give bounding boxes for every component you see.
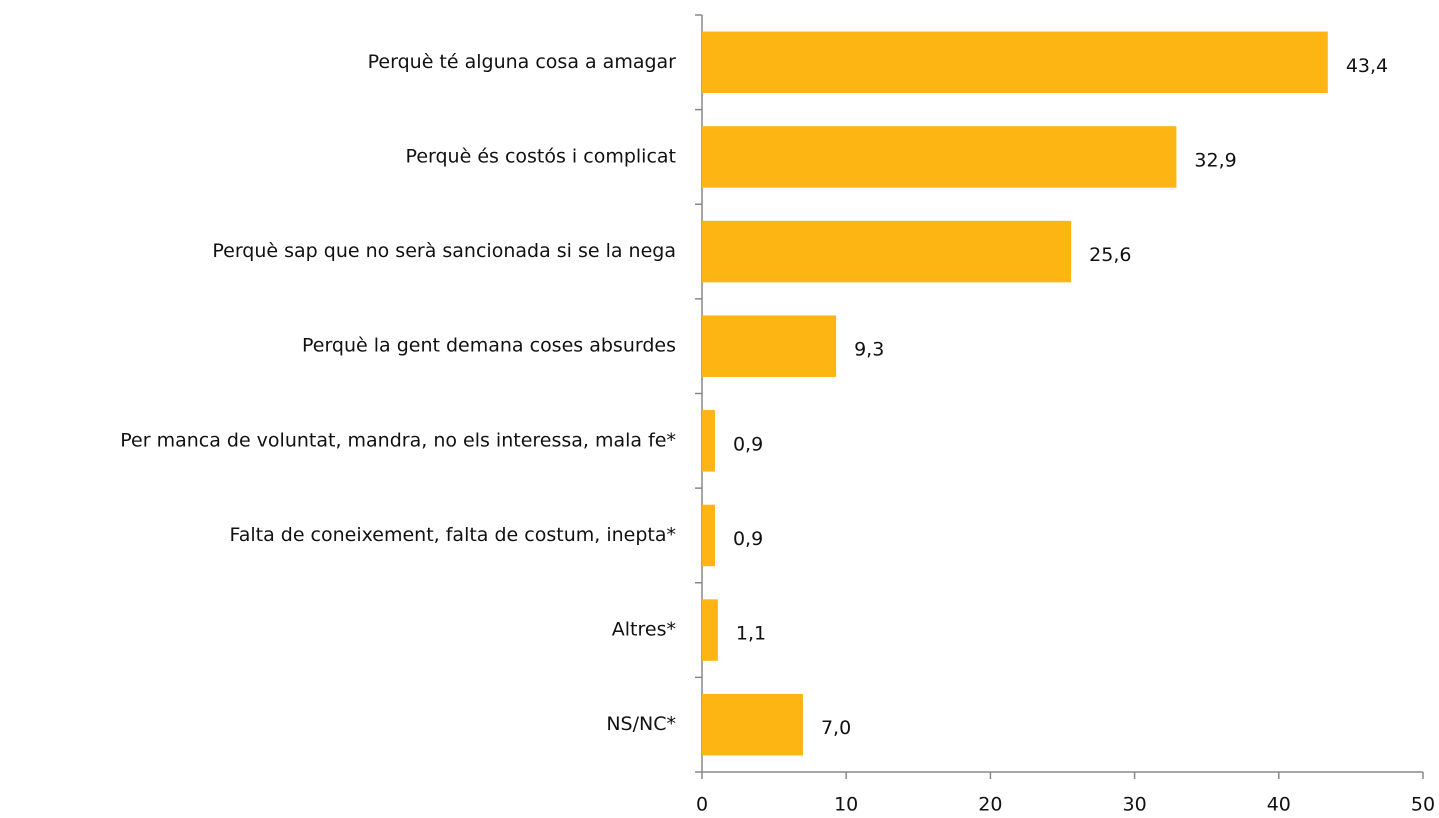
- category-label: Perquè és costós i complicat: [406, 145, 676, 167]
- value-label: 7,0: [821, 717, 851, 739]
- x-tick-label: 40: [1267, 794, 1291, 816]
- bar: [702, 220, 1072, 283]
- bar: [702, 410, 715, 472]
- value-label: 0,9: [733, 433, 763, 455]
- bar: [702, 31, 1328, 94]
- x-tick-label: 20: [978, 794, 1002, 816]
- category-label: Altres*: [612, 619, 676, 641]
- bar: [702, 126, 1177, 188]
- x-tick-label: 10: [834, 794, 858, 816]
- value-label: 43,4: [1346, 55, 1388, 77]
- x-tick-label: 30: [1123, 794, 1147, 816]
- bar: [702, 504, 715, 567]
- value-label: 0,9: [733, 528, 763, 550]
- category-label: Perquè la gent demana coses absurdes: [302, 335, 676, 357]
- value-label: 9,3: [854, 339, 884, 361]
- value-label: 32,9: [1194, 149, 1236, 171]
- x-tick-label: 0: [696, 794, 708, 816]
- category-label: Perquè sap que no serà sancionada si se …: [212, 240, 676, 262]
- value-label: 25,6: [1089, 244, 1131, 266]
- category-label: Falta de coneixement, falta de costum, i…: [230, 524, 676, 546]
- value-label: 1,1: [736, 623, 766, 645]
- category-label: Perquè té alguna cosa a amagar: [368, 51, 677, 73]
- bar: [702, 693, 803, 756]
- category-label: NS/NC*: [606, 713, 676, 735]
- bar: [702, 599, 718, 661]
- x-tick-label: 50: [1411, 794, 1435, 816]
- bar: [702, 315, 837, 377]
- category-label: Per manca de voluntat, mandra, no els in…: [120, 429, 676, 451]
